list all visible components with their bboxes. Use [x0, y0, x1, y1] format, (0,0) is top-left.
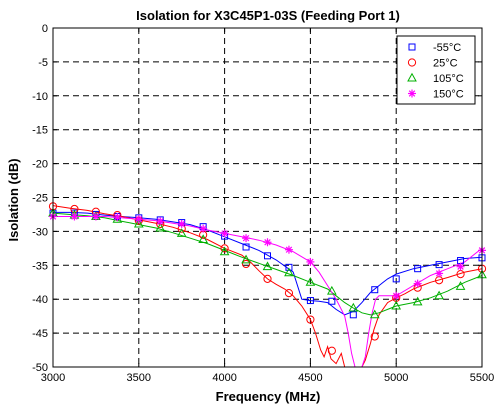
legend-label: 25°C	[433, 58, 458, 70]
data-point	[284, 245, 293, 254]
data-point	[134, 215, 143, 224]
data-point	[198, 234, 208, 244]
legend-marker	[408, 43, 416, 51]
data-point	[262, 261, 273, 271]
data-point	[264, 252, 271, 260]
data-point	[369, 309, 380, 319]
data-point	[220, 244, 229, 253]
legend-marker	[407, 72, 417, 82]
data-point	[133, 218, 144, 228]
data-point	[70, 212, 79, 221]
data-point	[176, 228, 187, 237]
x-tick-label: 5000	[384, 372, 408, 384]
x-tick-label: 3500	[127, 372, 151, 384]
y-tick-label: -5	[38, 57, 48, 69]
data-point	[155, 222, 166, 232]
data-point	[263, 274, 272, 283]
legend-item: -55°C	[408, 42, 461, 54]
chart-title: Isolation for X3C45P1-03S (Feeding Port …	[136, 8, 400, 23]
data-point	[412, 296, 423, 306]
data-point	[434, 290, 444, 300]
legend-item: 105°C	[407, 72, 464, 85]
data-point	[113, 213, 122, 222]
data-point	[177, 219, 186, 228]
legend-box	[396, 35, 476, 105]
y-tick-label: -45	[32, 328, 48, 340]
data-point	[455, 281, 466, 290]
y-tick-label: 0	[42, 23, 48, 35]
data-point	[371, 286, 379, 294]
data-point	[392, 291, 401, 300]
data-point	[413, 279, 422, 288]
data-point	[156, 217, 165, 226]
data-point	[241, 254, 251, 264]
legend-item: 25°C	[407, 58, 458, 70]
y-tick-label: -40	[32, 294, 48, 306]
data-point	[327, 285, 337, 295]
y-tick-label: -50	[32, 362, 48, 374]
data-point	[370, 332, 379, 341]
data-point	[435, 261, 443, 269]
x-tick-label: 4500	[298, 372, 322, 384]
legend: -55°C 25°C 105°C 150°C	[396, 35, 476, 105]
x-tick-label: 4000	[212, 372, 236, 384]
data-point	[306, 257, 315, 266]
data-point	[328, 297, 336, 305]
gridlines	[53, 28, 482, 367]
series-markers	[48, 202, 487, 355]
y-axis-ticks: 0 -5 -10 -15 -20 -25 -30 -35 -40 -45 -50	[32, 23, 482, 374]
y-tick-label: -25	[32, 193, 48, 205]
data-point	[348, 302, 359, 312]
x-tick-label: 3000	[41, 372, 65, 384]
legend-label: -55°C	[433, 42, 461, 54]
y-tick-label: -20	[32, 159, 48, 171]
data-point	[242, 234, 251, 243]
data-point	[263, 238, 272, 247]
y-tick-label: -35	[32, 260, 48, 272]
series-markers-3	[49, 212, 486, 300]
x-axis-ticks: 3000 3500 4000 4500 5000 5500	[41, 28, 494, 384]
legend-marker	[407, 58, 417, 67]
data-point	[91, 212, 100, 221]
legend-item: 150°C	[408, 89, 464, 101]
y-tick-label: -30	[32, 226, 48, 238]
y-tick-label: -10	[32, 91, 48, 103]
data-point	[219, 246, 230, 256]
y-axis-label: Isolation (dB)	[6, 158, 21, 241]
y-tick-label: -15	[32, 125, 48, 137]
data-point	[392, 275, 400, 283]
data-point	[284, 288, 294, 298]
data-point	[306, 297, 314, 305]
data-point	[391, 300, 402, 310]
data-point	[327, 346, 336, 355]
data-point	[414, 265, 422, 273]
data-point	[242, 243, 250, 251]
x-tick-label: 5500	[470, 372, 494, 384]
legend-label: 105°C	[433, 73, 464, 85]
data-point	[241, 259, 251, 269]
data-point	[220, 229, 229, 238]
data-point	[284, 267, 294, 277]
legend-marker	[408, 89, 416, 98]
data-point	[285, 263, 293, 271]
data-point	[199, 224, 208, 233]
x-axis-label: Frequency (MHz)	[216, 389, 321, 404]
data-point	[306, 315, 315, 324]
data-point	[435, 269, 444, 278]
data-point	[349, 311, 357, 319]
legend-label: 150°C	[433, 89, 464, 101]
data-point	[456, 262, 465, 271]
series-line-3	[53, 216, 483, 368]
data-point	[305, 277, 316, 286]
